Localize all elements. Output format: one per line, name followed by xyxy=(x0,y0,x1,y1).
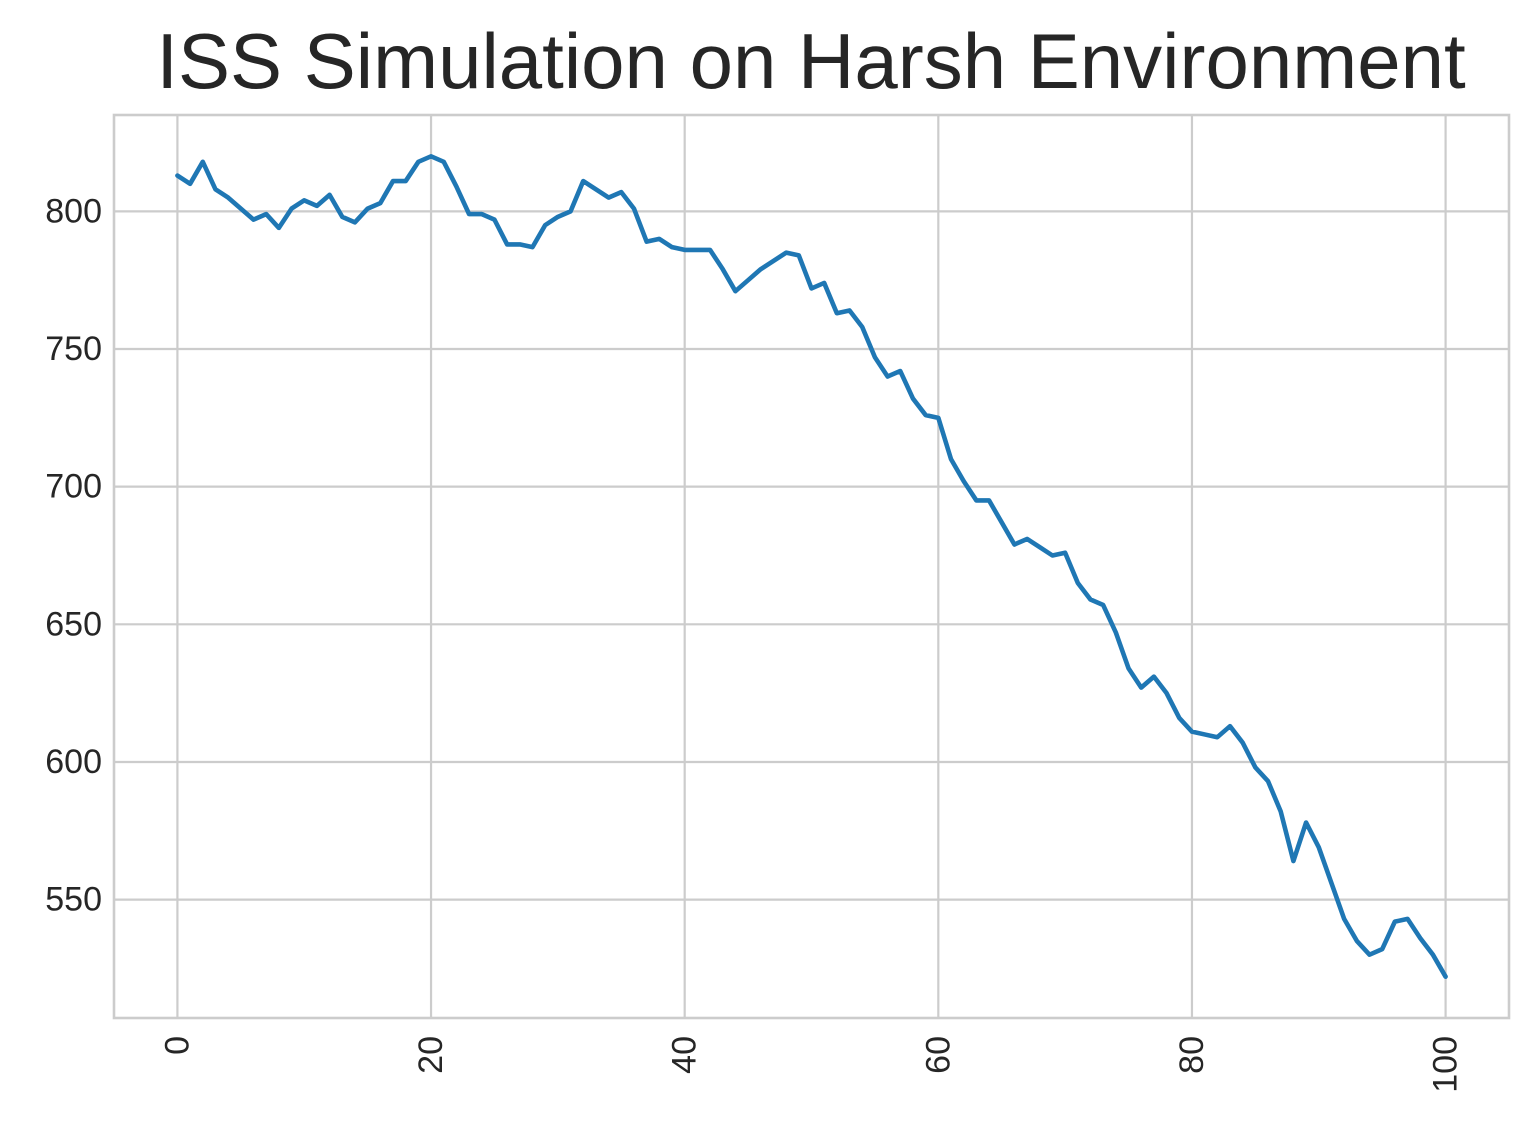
x-tick-label: 0 xyxy=(158,1036,196,1055)
y-tick-label: 550 xyxy=(45,881,102,919)
x-tick-label: 100 xyxy=(1427,1036,1465,1093)
y-tick-label: 700 xyxy=(45,468,102,506)
x-tick-label: 80 xyxy=(1173,1036,1211,1074)
y-tick-label: 650 xyxy=(45,605,102,643)
chart-title: ISS Simulation on Harsh Environment xyxy=(156,17,1466,105)
y-tick-label: 600 xyxy=(45,743,102,781)
plot-frame xyxy=(112,113,1511,1020)
series-layer xyxy=(175,154,1448,980)
x-tick-label: 60 xyxy=(919,1036,957,1074)
x-tick-label: 40 xyxy=(666,1036,704,1074)
y-tick-label: 750 xyxy=(45,330,102,368)
y-tick-label: 800 xyxy=(45,192,102,230)
series-line xyxy=(175,154,1448,980)
grid-lines xyxy=(114,115,1509,1018)
x-tick-label: 20 xyxy=(412,1036,450,1074)
tick-labels: 0 20 40 60 80 100 550 600 650 700 750 800 xyxy=(45,192,1464,1092)
